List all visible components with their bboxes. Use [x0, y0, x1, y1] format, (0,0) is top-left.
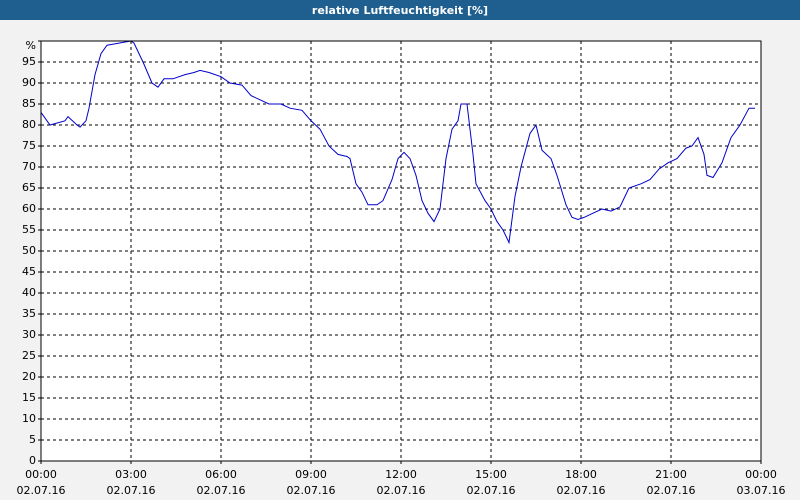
x-tick-date: 02.07.16 — [17, 484, 66, 497]
y-tick-label: 90 — [22, 76, 36, 89]
x-tick-date: 02.07.16 — [467, 484, 516, 497]
y-tick-label: 95 — [22, 55, 36, 68]
x-tick-label: 06:00 — [205, 468, 237, 481]
y-tick-label: 0 — [29, 454, 36, 467]
y-tick-label: 50 — [22, 244, 36, 257]
y-tick-label: 65 — [22, 181, 36, 194]
x-tick-label: 09:00 — [295, 468, 327, 481]
y-tick-label: 5 — [29, 433, 36, 446]
chart-title: relative Luftfeuchtigkeit [%] — [312, 4, 488, 17]
x-tick-date: 02.07.16 — [377, 484, 426, 497]
title-bar — [0, 0, 800, 20]
y-tick-label: 60 — [22, 202, 36, 215]
y-tick-label: % — [26, 39, 36, 52]
x-tick-label: 12:00 — [385, 468, 417, 481]
y-tick-label: 80 — [22, 118, 36, 131]
x-tick-label: 03:00 — [115, 468, 147, 481]
x-tick-date: 02.07.16 — [287, 484, 336, 497]
x-tick-date: 02.07.16 — [647, 484, 696, 497]
x-tick-label: 00:00 — [745, 468, 777, 481]
x-tick-label: 18:00 — [565, 468, 597, 481]
y-tick-label: 20 — [22, 370, 36, 383]
data-line — [40, 40, 755, 245]
plot-border — [40, 40, 762, 462]
x-tick-date: 02.07.16 — [197, 484, 246, 497]
x-tick-date: 03.07.16 — [737, 484, 786, 497]
y-tick-label: 25 — [22, 349, 36, 362]
y-tick-label: 10 — [22, 412, 36, 425]
y-tick-label: 75 — [22, 139, 36, 152]
y-tick-label: 35 — [22, 307, 36, 320]
x-tick-label: 15:00 — [475, 468, 507, 481]
x-tick-date: 02.07.16 — [557, 484, 606, 497]
y-tick-label: 40 — [22, 286, 36, 299]
y-tick-label: 70 — [22, 160, 36, 173]
y-tick-label: 45 — [22, 265, 36, 278]
y-tick-label: 85 — [22, 97, 36, 110]
y-tick-label: 15 — [22, 391, 36, 404]
x-tick-label: 21:00 — [655, 468, 687, 481]
y-tick-label: 55 — [22, 223, 36, 236]
x-tick-label: 00:00 — [25, 468, 57, 481]
x-tick-date: 02.07.16 — [107, 484, 156, 497]
y-tick-label: 30 — [22, 328, 36, 341]
